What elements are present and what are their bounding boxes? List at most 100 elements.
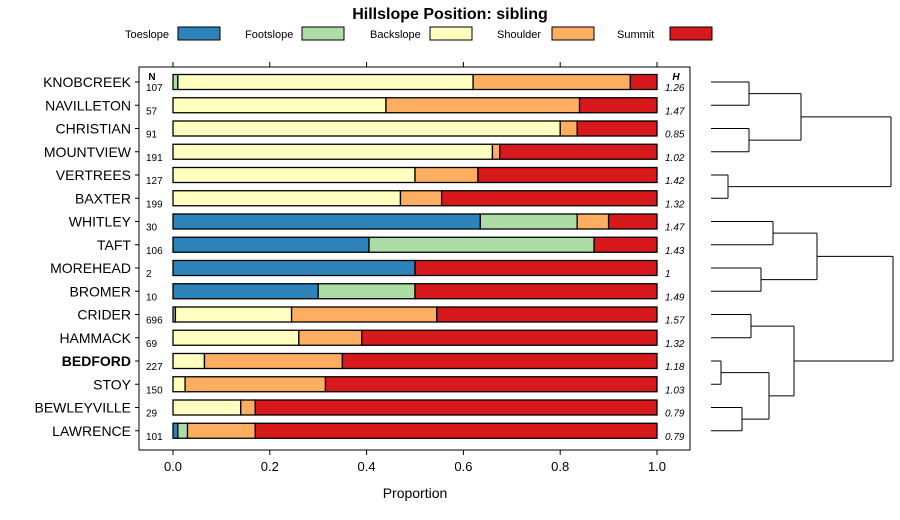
n-value-whitley: 30 — [146, 223, 158, 234]
category-label-bromer: BROMER — [70, 283, 131, 299]
n-value-morehead: 2 — [146, 269, 152, 280]
bar-baxter-summit — [440, 190, 658, 207]
n-value-hammack: 69 — [146, 339, 158, 350]
bar-bewleyville-shoulder — [240, 399, 256, 416]
h-value-knobcreek: 1.26 — [665, 83, 685, 94]
dendrogram — [711, 81, 894, 432]
h-value-bewleyville: 0.79 — [665, 409, 685, 420]
x-tick-label-3: 0.6 — [454, 459, 472, 474]
h-value-hammack: 1.32 — [665, 339, 685, 350]
h-value-crider: 1.57 — [665, 316, 685, 327]
n-value-christian: 91 — [146, 130, 158, 141]
n-value-stoy: 150 — [146, 385, 163, 396]
bar-lawrence-footslope — [177, 422, 189, 439]
bar-baxter-shoulder — [399, 190, 443, 207]
category-label-hammack: HAMMACK — [59, 330, 131, 346]
bar-crider-backslope — [174, 306, 293, 323]
n-value-navilleton: 57 — [146, 106, 158, 117]
category-labels: KNOBCREEK NAVILLETON CHRISTIAN MOUNTVIEW VER… — [35, 74, 139, 439]
legend-label-backslope: Backslope — [370, 29, 421, 41]
n-value-baxter: 199 — [146, 199, 163, 210]
n-column-header: N — [148, 72, 155, 83]
bar-taft-toeslope — [172, 236, 370, 253]
bar-baxter-backslope — [172, 190, 402, 207]
bar-bewleyville-backslope — [172, 399, 242, 416]
bar-hammack-summit — [361, 329, 658, 346]
x-tick-label-1: 0.2 — [261, 459, 279, 474]
bar-bedford-backslope — [172, 352, 206, 370]
category-label-crider: CRIDER — [77, 307, 131, 323]
category-label-bedford: BEDFORD — [62, 353, 131, 369]
x-axis: 0.0 0.2 0.4 0.6 0.8 1.0 — [164, 62, 666, 474]
category-label-vertrees: VERTREES — [56, 167, 131, 183]
bar-vertrees-backslope — [172, 166, 416, 184]
category-label-knobcreek: KNOBCREEK — [43, 74, 132, 90]
category-label-baxter: BAXTER — [75, 190, 131, 206]
h-value-bromer: 1.49 — [665, 292, 685, 303]
bar-knobcreek-footslope — [172, 73, 179, 91]
n-value-lawrence: 101 — [146, 432, 163, 443]
bar-whitley-toeslope — [172, 213, 481, 230]
bar-taft-summit — [593, 236, 658, 253]
bar-mountview-shoulder — [491, 143, 501, 160]
bar-whitley-summit — [607, 213, 658, 230]
chart-title: Hillslope Position: sibling — [352, 6, 548, 23]
bar-stoy-shoulder — [184, 376, 327, 393]
bar-hammack-shoulder — [298, 329, 363, 346]
bar-stoy-backslope — [172, 376, 186, 393]
legend-swatch-footslope — [301, 26, 345, 41]
category-label-taft: TAFT — [97, 237, 131, 253]
legend-swatch-toeslope — [177, 26, 221, 41]
bar-vertrees-shoulder — [414, 166, 479, 184]
bar-knobcreek-shoulder — [472, 73, 632, 91]
bar-bedford-summit — [341, 352, 658, 370]
x-tick-label-4: 0.8 — [551, 459, 569, 474]
h-value-morehead: 1 — [665, 269, 671, 280]
n-value-bromer: 10 — [146, 292, 158, 303]
plot-frame — [138, 66, 691, 451]
category-label-morehead: MOREHEAD — [50, 260, 131, 276]
bar-knobcreek-backslope — [177, 73, 474, 91]
legend: Toeslope Footslope Backslope Shoulder Summit — [125, 26, 713, 41]
category-label-christian: CHRISTIAN — [56, 121, 131, 137]
h-value-vertrees: 1.42 — [665, 176, 685, 187]
bars: 107 1.26 57 1.47 91 0.85 191 1.02 127 1.42 199 1.32… — [146, 73, 685, 443]
category-label-bewleyville: BEWLEYVILLE — [35, 400, 132, 416]
bar-morehead-toeslope — [172, 259, 416, 277]
legend-label-footslope: Footslope — [245, 29, 293, 41]
legend-label-toeslope: Toeslope — [125, 29, 169, 41]
legend-swatch-backslope — [429, 26, 473, 41]
bar-navilleton-backslope — [172, 97, 387, 114]
n-value-knobcreek: 107 — [146, 83, 163, 94]
n-value-crider: 696 — [146, 316, 163, 327]
bar-crider-summit — [436, 306, 658, 323]
bar-bromer-footslope — [317, 283, 416, 300]
bar-christian-shoulder — [559, 120, 578, 137]
bar-knobcreek-summit — [629, 73, 658, 91]
bar-taft-footslope — [368, 236, 595, 253]
category-label-lawrence: LAWRENCE — [52, 423, 131, 439]
h-value-bedford: 1.18 — [665, 362, 685, 373]
n-value-bedford: 227 — [146, 362, 163, 373]
bar-christian-backslope — [172, 120, 561, 137]
legend-swatch-shoulder — [551, 26, 595, 41]
bar-mountview-summit — [499, 143, 658, 160]
x-tick-label-5: 1.0 — [648, 459, 666, 474]
bar-bromer-summit — [414, 283, 658, 300]
category-label-stoy: STOY — [93, 376, 132, 392]
category-label-mountview: MOUNTVIEW — [44, 144, 132, 160]
legend-label-shoulder: Shoulder — [497, 29, 541, 41]
bar-navilleton-summit — [578, 97, 658, 114]
bar-lawrence-shoulder — [186, 422, 256, 439]
n-value-vertrees: 127 — [146, 176, 163, 187]
x-tick-label-0: 0.0 — [164, 459, 182, 474]
bar-whitley-shoulder — [576, 213, 610, 230]
x-axis-label: Proportion — [383, 485, 448, 501]
bar-lawrence-summit — [254, 422, 658, 439]
n-value-bewleyville: 29 — [146, 409, 158, 420]
x-tick-label-2: 0.4 — [358, 459, 376, 474]
h-value-whitley: 1.47 — [665, 223, 685, 234]
bar-stoy-summit — [324, 376, 658, 393]
